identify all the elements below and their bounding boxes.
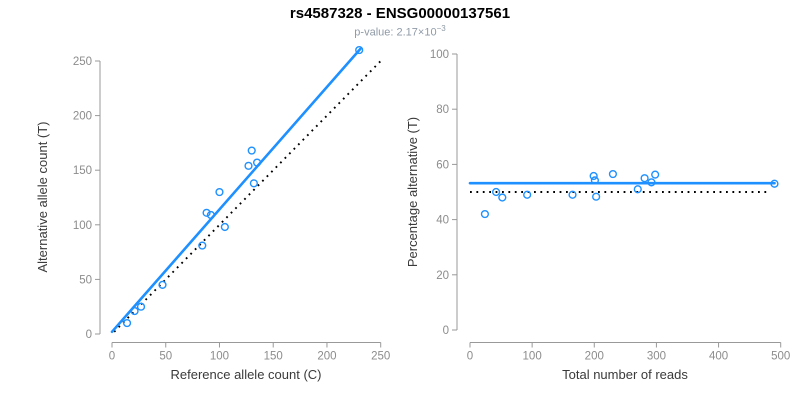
data-point xyxy=(244,161,253,170)
x-tick-label: 500 xyxy=(771,351,790,363)
x-tick-label: 150 xyxy=(264,351,283,363)
data-point xyxy=(523,190,532,199)
y-tick-label: 40 xyxy=(436,215,449,227)
figure-title: rs4587328 - ENSG00000137561 xyxy=(289,5,511,22)
y-tick-label: 100 xyxy=(430,49,449,61)
data-point xyxy=(633,185,642,194)
data-point xyxy=(491,187,501,197)
x-tick-label: 400 xyxy=(709,351,728,363)
y-tick-label: 60 xyxy=(436,159,449,171)
y-tick-label: 250 xyxy=(73,56,92,68)
x-tick-label: 0 xyxy=(467,351,473,363)
data-point xyxy=(640,174,649,183)
y-tick-label: 100 xyxy=(73,220,92,232)
data-point xyxy=(651,170,660,179)
reference-dotted-line xyxy=(113,58,384,333)
x-tick-label: 250 xyxy=(371,351,390,363)
data-point xyxy=(130,306,139,316)
data-point xyxy=(122,318,132,328)
y-tick-label: 200 xyxy=(73,111,92,123)
x-tick-label: 200 xyxy=(317,351,336,363)
data-point xyxy=(498,193,507,202)
pvalue-exponent: −3 xyxy=(436,24,446,33)
pvalue-label: p-value: xyxy=(354,26,397,39)
data-point xyxy=(249,179,258,188)
y-tick-label: 20 xyxy=(436,270,449,282)
y-tick-label: 50 xyxy=(79,274,92,286)
y-tick-label: 150 xyxy=(73,165,92,177)
data-point xyxy=(770,179,779,188)
data-point xyxy=(592,192,601,201)
right-scatter-panel: 0 100 200 300 400 500 0 20 40 60 80 100 Total number… xyxy=(405,49,790,382)
data-point xyxy=(220,222,229,232)
data-point xyxy=(568,190,577,199)
data-point xyxy=(247,146,256,155)
x-tick-label: 100 xyxy=(210,351,229,363)
x-tick-label: 50 xyxy=(159,351,172,363)
data-point xyxy=(202,208,211,217)
y-axis-title: Alternative allele count (T) xyxy=(35,121,50,272)
data-point xyxy=(608,169,618,179)
data-point xyxy=(590,176,600,185)
data-point xyxy=(647,178,656,187)
data-point xyxy=(136,302,146,311)
y-axis-title: Percentage alternative (T) xyxy=(405,117,420,267)
pvalue-subtitle: p-value: 2.17×10−3 xyxy=(0,24,800,39)
y-tick-label: 80 xyxy=(436,104,449,116)
data-point xyxy=(198,241,207,250)
data-point xyxy=(206,210,215,220)
x-tick-label: 100 xyxy=(523,351,542,363)
data-point xyxy=(215,187,224,197)
data-point xyxy=(355,45,364,55)
x-axis-title: Reference allele count (C) xyxy=(170,367,321,382)
data-point xyxy=(252,158,262,167)
data-point xyxy=(589,171,598,181)
fit-line xyxy=(110,47,362,334)
x-tick-label: 300 xyxy=(647,351,666,363)
x-tick-label: 0 xyxy=(109,351,115,363)
pvalue-mantissa: 2.17×10 xyxy=(396,26,437,39)
x-tick-label: 200 xyxy=(585,351,604,363)
x-axis-title: Total number of reads xyxy=(562,367,688,382)
y-tick-label: 0 xyxy=(86,329,92,341)
y-tick-label: 0 xyxy=(443,325,449,337)
left-scatter-panel: 0 50 100 150 200 250 0 50 100 150 200 250 Reference … xyxy=(35,45,390,382)
data-point xyxy=(480,209,490,219)
data-point xyxy=(158,280,167,289)
